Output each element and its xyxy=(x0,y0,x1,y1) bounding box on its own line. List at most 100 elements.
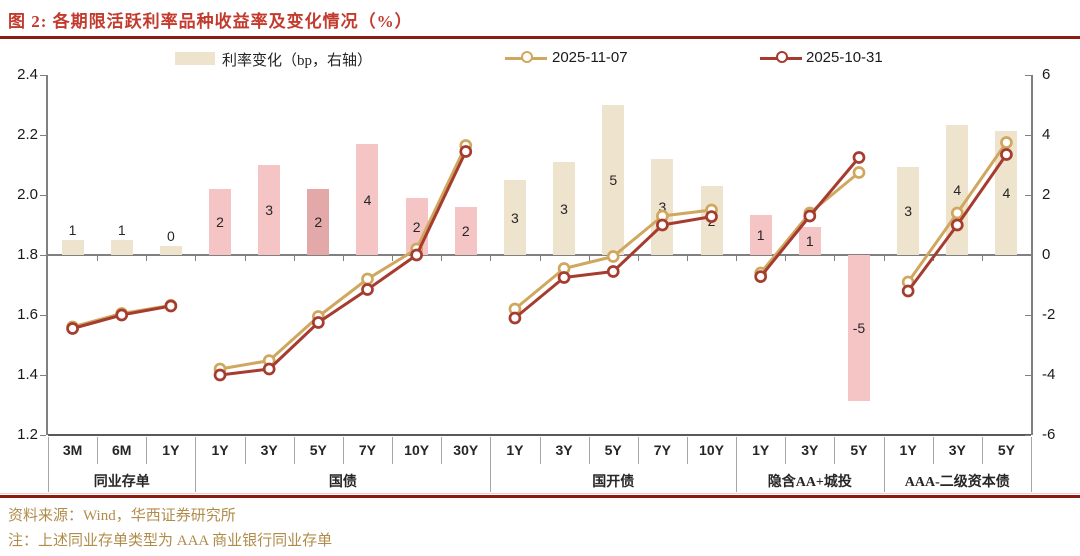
bar-label: -5 xyxy=(852,319,866,336)
group-separator xyxy=(490,437,492,492)
category-label: 3Y xyxy=(801,442,819,458)
bar-label: 1 xyxy=(117,222,126,238)
left-axis-label: 2.2 xyxy=(17,126,38,143)
bar xyxy=(159,246,182,255)
zero-line-tick xyxy=(883,255,885,261)
zero-line-tick xyxy=(588,255,590,261)
series-2025-10-31-line xyxy=(219,150,468,377)
legend-series2-marker xyxy=(760,51,802,65)
zero-line-tick xyxy=(834,255,836,261)
source-note: 资料来源：Wind，华西证券研究所 xyxy=(8,508,236,524)
category-separator xyxy=(637,437,639,464)
bar-label: 2 xyxy=(412,218,421,235)
left-axis-tick xyxy=(40,314,46,316)
bar xyxy=(110,240,133,255)
category-separator xyxy=(293,437,295,464)
series-2025-10-31-marker xyxy=(213,368,227,382)
footer-divider xyxy=(0,495,1080,498)
series-2025-10-31-marker xyxy=(361,283,374,296)
zero-line-tick xyxy=(195,255,197,261)
category-label: 5Y xyxy=(309,442,327,458)
series-2025-10-31-marker xyxy=(164,299,178,313)
series-2025-10-31-marker xyxy=(459,145,473,158)
figure-title: 图 2: 各期限活跃利率品种收益率及变化情况（%） xyxy=(8,12,413,31)
zero-line-tick xyxy=(293,255,295,261)
category-separator xyxy=(97,437,99,464)
category-label: 6M xyxy=(111,442,132,458)
series-2025-10-31-marker xyxy=(901,284,915,298)
series-2025-11-07-marker xyxy=(754,266,768,280)
right-axis-label: -4 xyxy=(1042,366,1056,383)
category-label: 5Y xyxy=(850,442,868,458)
group-label: AAA-二级资本债 xyxy=(904,475,1010,490)
zero-line-tick xyxy=(244,255,246,261)
series-2025-10-31-line xyxy=(72,304,172,330)
zero-line-tick xyxy=(539,255,541,261)
legend-series1-dot xyxy=(521,51,533,63)
zero-line-tick xyxy=(146,255,148,261)
series-2025-11-07-marker xyxy=(361,272,374,286)
series-2025-10-31-marker xyxy=(66,322,79,335)
series-2025-10-31-marker xyxy=(606,265,620,278)
category-label: 10Y xyxy=(699,442,724,458)
category-separator xyxy=(785,437,787,464)
left-axis-label: 1.4 xyxy=(17,366,38,383)
group-separator xyxy=(48,437,49,492)
footer-light-rule xyxy=(0,493,1080,494)
category-separator xyxy=(686,437,688,464)
series-2025-11-07-line xyxy=(759,171,860,274)
right-axis-tick xyxy=(1025,74,1031,76)
zero-line-tick xyxy=(981,255,983,261)
zero-line-tick xyxy=(785,255,787,261)
group-label: 国债 xyxy=(328,475,357,490)
right-axis-label: 4 xyxy=(1042,126,1051,143)
group-label: 隐含AA+城投 xyxy=(767,475,852,490)
group-separator xyxy=(883,437,885,492)
series-2025-10-31-marker xyxy=(852,151,866,164)
group-label: 国开债 xyxy=(592,475,635,490)
left-axis-tick xyxy=(40,374,46,376)
left-axis-label: 1.2 xyxy=(17,426,38,443)
series-2025-11-07-marker xyxy=(508,302,522,316)
category-label: 30Y xyxy=(453,442,479,458)
series-2025-10-31-marker xyxy=(508,311,522,325)
bar-label: 2 xyxy=(314,214,323,230)
bar-label: 4 xyxy=(953,181,962,198)
series-2025-11-07-marker xyxy=(115,307,129,320)
bar xyxy=(847,255,870,401)
bar-label: 3 xyxy=(560,200,568,217)
category-separator xyxy=(146,437,148,464)
series-2025-10-31-marker xyxy=(311,316,325,329)
bar-label: 4 xyxy=(363,191,372,208)
left-axis-tick xyxy=(40,134,46,136)
right-axis-label: -6 xyxy=(1042,426,1056,443)
series-2025-11-07-marker xyxy=(311,310,325,323)
legend-bars-swatch xyxy=(175,52,215,65)
series-2025-11-07-marker xyxy=(459,139,473,152)
zero-line-tick xyxy=(490,255,492,261)
category-label: 1Y xyxy=(752,442,770,458)
category-label: 5Y xyxy=(604,442,622,458)
legend-series2-dot xyxy=(776,51,788,63)
category-separator xyxy=(588,437,590,464)
right-axis-label: 0 xyxy=(1042,246,1051,263)
bar-label: 0 xyxy=(166,228,175,244)
category-label: 1Y xyxy=(506,442,524,458)
right-axis-label: -2 xyxy=(1042,306,1056,323)
right-axis-tick xyxy=(1025,314,1031,316)
left-axis-label: 2.4 xyxy=(17,66,38,83)
category-label: 3Y xyxy=(555,442,573,458)
series-2025-11-07-marker xyxy=(66,320,79,334)
series-2025-11-07-marker xyxy=(901,275,915,289)
series-2025-11-07-marker xyxy=(262,354,276,367)
legend-bars-label: 利率变化（bp，右轴） xyxy=(222,53,373,69)
left-axis-tick xyxy=(40,434,46,436)
left-axis-tick xyxy=(40,254,46,256)
x-axis-line xyxy=(48,434,1031,436)
bar xyxy=(61,240,84,255)
series-2025-11-07-marker xyxy=(803,206,817,220)
bar-label: 3 xyxy=(658,199,667,215)
zero-line-tick xyxy=(97,255,99,261)
bar-label: 4 xyxy=(1002,184,1011,201)
category-label: 7Y xyxy=(358,442,377,458)
